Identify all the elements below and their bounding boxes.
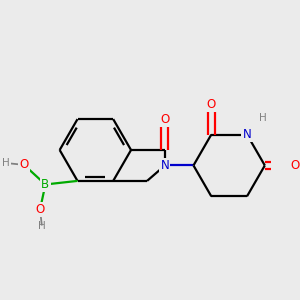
Text: O: O — [20, 158, 28, 171]
Text: H: H — [259, 113, 267, 124]
Text: O: O — [35, 203, 45, 216]
Text: O: O — [207, 98, 216, 111]
Text: H: H — [38, 220, 46, 230]
Text: N: N — [160, 159, 169, 172]
Text: O: O — [290, 159, 300, 172]
Text: B: B — [41, 178, 50, 191]
Text: O: O — [160, 113, 170, 126]
Text: N: N — [243, 128, 251, 141]
Text: H: H — [2, 158, 10, 168]
